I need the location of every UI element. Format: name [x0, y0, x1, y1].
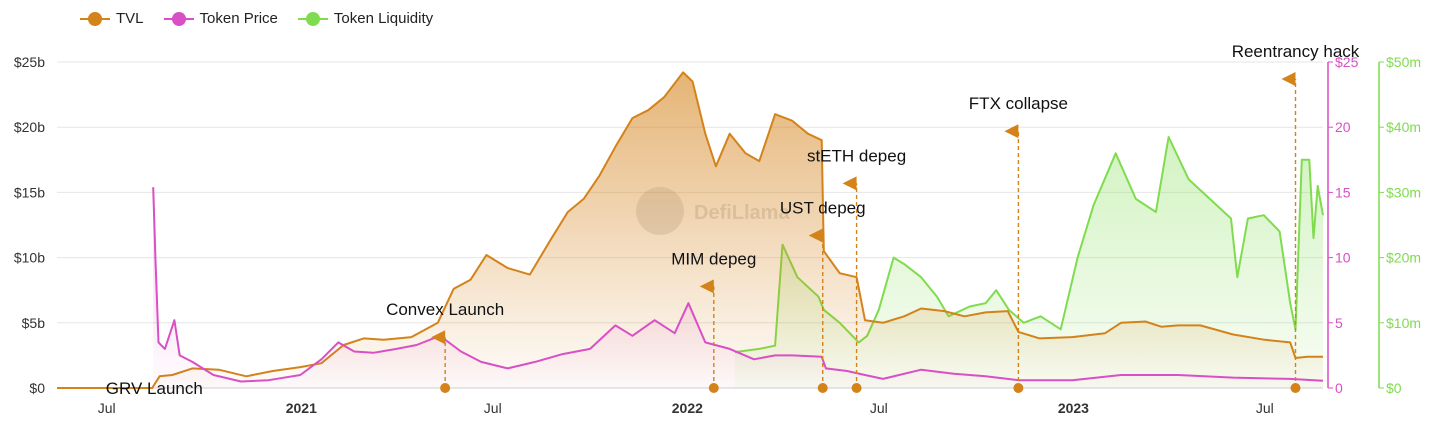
y-tick-label-price: 20 — [1335, 119, 1351, 135]
mim-depeg-event-marker[interactable] — [708, 383, 719, 393]
y-tick-label-liquidity: $20m — [1386, 250, 1421, 266]
token-price-line[interactable] — [152, 187, 1324, 383]
y-tick-label-tvl: $10b — [14, 250, 45, 266]
reentrancy-hack-event-marker[interactable] — [1290, 383, 1301, 393]
y-tick-label-tvl: $15b — [14, 184, 45, 200]
y-tick-label-price: 0 — [1335, 380, 1343, 396]
ftx-collapse-event-marker[interactable] — [1013, 383, 1024, 393]
y-tick-label-tvl: $0 — [29, 380, 45, 396]
x-tick-label: 2023 — [1058, 400, 1089, 416]
y-tick-label-price: 15 — [1335, 184, 1351, 200]
tvl-legend-marker-icon — [80, 11, 110, 26]
y-tick-label-price: 10 — [1335, 250, 1351, 266]
y-tick-label-liquidity: $10m — [1386, 315, 1421, 331]
chart-legend: TVL Token Price Token Liquidity — [80, 10, 433, 27]
mim-depeg-event-label: MIM depeg — [671, 249, 756, 268]
x-tick-label: Jul — [484, 400, 502, 416]
ftx-collapse-event-label: FTX collapse — [969, 94, 1068, 113]
legend-item-token-price[interactable]: Token Price — [163, 10, 278, 27]
y-tick-label-liquidity: $40m — [1386, 119, 1421, 135]
x-tick-label: Jul — [870, 400, 888, 416]
legend-label-tvl: TVL — [116, 10, 144, 27]
legend-label-token-price: Token Price — [199, 10, 278, 27]
convex-launch-event-marker[interactable] — [440, 383, 451, 393]
y-tick-label-tvl: $25b — [14, 54, 45, 70]
reentrancy-hack-event-label: Reentrancy hack — [1232, 42, 1360, 61]
steth-depeg-event-label: stETH depeg — [807, 146, 906, 165]
y-tick-label-price: $25 — [1335, 54, 1359, 70]
convex-launch-event-label: Convex Launch — [386, 300, 504, 319]
grv-launch-event-label: GRV Launch — [106, 379, 203, 398]
steth-depeg-event-marker[interactable] — [851, 383, 862, 393]
legend-item-token-liquidity[interactable]: Token Liquidity — [297, 10, 434, 27]
ust-depeg-event-label: UST depeg — [780, 199, 866, 218]
y-tick-label-tvl: $20b — [14, 119, 45, 135]
y-tick-label-price: 5 — [1335, 315, 1343, 331]
token-price-legend-marker-icon — [163, 11, 194, 26]
y-tick-label-liquidity: $0 — [1386, 380, 1402, 396]
y-tick-label-liquidity: $50m — [1386, 54, 1421, 70]
x-tick-label: Jul — [1256, 400, 1274, 416]
y-tick-label-tvl: $5b — [22, 315, 46, 331]
ust-depeg-event-marker[interactable] — [817, 383, 828, 393]
tvl-line[interactable] — [57, 71, 1323, 389]
x-tick-label: 2021 — [286, 400, 317, 416]
y-tick-label-liquidity: $30m — [1386, 184, 1421, 200]
x-tick-label: Jul — [98, 400, 116, 416]
legend-item-tvl[interactable]: TVL — [80, 10, 144, 27]
legend-label-token-liquidity: Token Liquidity — [333, 10, 434, 27]
token-liquidity-legend-marker-icon — [297, 11, 328, 26]
x-tick-label: 2022 — [672, 400, 703, 416]
tvl-area — [57, 72, 1323, 389]
